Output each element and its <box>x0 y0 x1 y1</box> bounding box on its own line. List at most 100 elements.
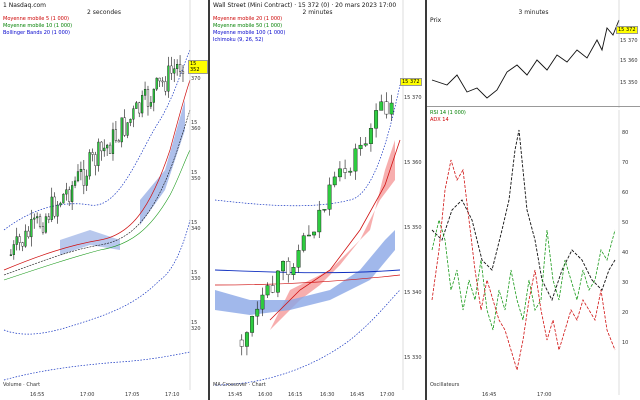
candle-body <box>270 285 275 293</box>
candle-body <box>41 226 45 233</box>
candle-body <box>33 217 36 220</box>
candle-body <box>161 80 164 83</box>
candle-body <box>178 64 182 72</box>
legend-ma20[interactable]: Moyenne mobile 20 (1 000) <box>213 16 283 22</box>
candle-body <box>291 267 296 275</box>
osc-tick-2: 70 <box>622 160 629 166</box>
candle-body <box>260 294 265 310</box>
candle-body <box>135 102 138 109</box>
candle-body <box>332 176 337 186</box>
candle-body <box>103 147 106 152</box>
candle-body <box>152 88 155 103</box>
candle-body <box>108 144 112 154</box>
last-price-tag: 15 372 <box>616 26 638 34</box>
legend-ma10[interactable]: Moyenne mobile 10 (1 000) <box>3 23 73 29</box>
candle-body <box>255 308 260 317</box>
candle-body <box>368 128 373 144</box>
pane-footer: Volume · Chart <box>3 382 41 388</box>
legend-ma5[interactable]: Moyenne mobile 5 (1 000) <box>3 16 69 22</box>
pane-divider-1[interactable] <box>208 0 210 400</box>
x-tick-1: 15:45 <box>228 392 243 398</box>
candle-body <box>123 117 126 136</box>
candle-body <box>24 230 27 247</box>
pane-title: 1 Nasdaq.com <box>3 2 47 9</box>
candle-body <box>384 101 389 115</box>
y-tick-2: 15 360 <box>404 160 422 166</box>
candle-body <box>389 102 394 115</box>
candle-body <box>358 144 363 150</box>
osc-tick-7: 20 <box>622 310 629 316</box>
osc-tick-1: 80 <box>622 130 629 136</box>
timeframe-label: 3 minutes <box>518 9 549 16</box>
x-tick-2: 17:00 <box>80 392 95 398</box>
candle-body <box>158 77 161 82</box>
candle-body <box>275 270 280 293</box>
legend-bollinger[interactable]: Bollinger Bands 20 (1 000) <box>3 30 70 36</box>
candle-body <box>164 81 167 92</box>
legend-rsi[interactable]: RSI 14 (1 000) <box>430 110 466 116</box>
candle-body <box>327 184 332 210</box>
oscillator-chart[interactable] <box>427 110 640 395</box>
candle-body <box>91 152 94 155</box>
pane-title: Wall Street (Mini Contract) · 15 372 (0)… <box>213 2 397 9</box>
y-tick-2: 15 360 <box>191 120 201 132</box>
candle-body <box>301 235 306 251</box>
candle-body <box>181 71 185 74</box>
y-tick-6: 15 320 <box>191 320 201 332</box>
last-price-tag: 15 372 <box>400 78 422 86</box>
legend-ichimoku[interactable]: Ichimoku (9, 26, 52) <box>213 37 264 43</box>
candle-body <box>15 236 18 245</box>
chart-pane-left[interactable]: 1 Nasdaq.com 2 secondes Moyenne mobile 5… <box>0 0 208 400</box>
legend-ma50[interactable]: Moyenne mobile 50 (1 000) <box>213 23 283 29</box>
candle-body <box>343 168 348 173</box>
timeframe-label: 2 secondes <box>87 9 121 16</box>
candle-body <box>167 65 170 92</box>
candle-body <box>111 129 115 154</box>
candle-body <box>120 117 123 143</box>
osc-tick-8: 10 <box>622 340 629 346</box>
osc-tick-6: 30 <box>622 280 629 286</box>
x-tick-4: 16:30 <box>320 392 335 398</box>
candle-body <box>129 118 132 123</box>
y-tick-3: 15 350 <box>620 80 638 86</box>
candle-body <box>312 231 317 236</box>
y-tick-1: 15 370 <box>404 95 422 101</box>
y-tick-2: 15 360 <box>620 58 638 64</box>
candle-body <box>79 169 82 172</box>
pane-title: Prix <box>430 17 442 24</box>
candle-body <box>59 202 62 206</box>
candle-body <box>353 148 358 172</box>
candle-body <box>348 170 353 173</box>
chart-pane-middle[interactable]: Wall Street (Mini Contract) · 15 372 (0)… <box>210 0 425 400</box>
candle-body <box>374 110 379 129</box>
candle-body <box>322 209 327 211</box>
candle-body <box>18 236 21 243</box>
candle-body <box>106 144 109 149</box>
osc-tick-4: 50 <box>622 220 629 226</box>
candle-body <box>239 339 244 347</box>
y-tick-5: 15 330 <box>191 270 201 282</box>
candle-body <box>250 315 255 333</box>
candle-body <box>88 152 91 177</box>
legend-adx[interactable]: ADX 14 <box>430 117 449 123</box>
x-tick-4: 17:10 <box>165 392 180 398</box>
y-tick-5: 15 330 <box>404 355 422 361</box>
pane-divider-2[interactable] <box>425 0 427 400</box>
legend-ma100[interactable]: Moyenne mobile 100 (1 000) <box>213 30 286 36</box>
candle-body <box>9 254 12 256</box>
candle-body <box>50 196 53 220</box>
x-tick-1: 16:45 <box>482 392 497 398</box>
candle-body <box>149 102 152 107</box>
candle-body <box>100 141 103 152</box>
price-chart-right[interactable] <box>427 0 640 108</box>
x-tick-5: 16:45 <box>350 392 365 398</box>
osc-tick-5: 40 <box>622 250 629 256</box>
price-chart-middle[interactable] <box>210 0 425 400</box>
candle-body <box>27 230 30 238</box>
candle-body <box>71 185 74 202</box>
chart-pane-right[interactable]: 3 minutes Prix 15 372 15 370 15 360 15 3… <box>427 0 640 400</box>
candle-body <box>65 189 68 195</box>
price-chart-left[interactable] <box>0 0 208 400</box>
candle-body <box>94 154 97 166</box>
candle-body <box>68 189 71 202</box>
